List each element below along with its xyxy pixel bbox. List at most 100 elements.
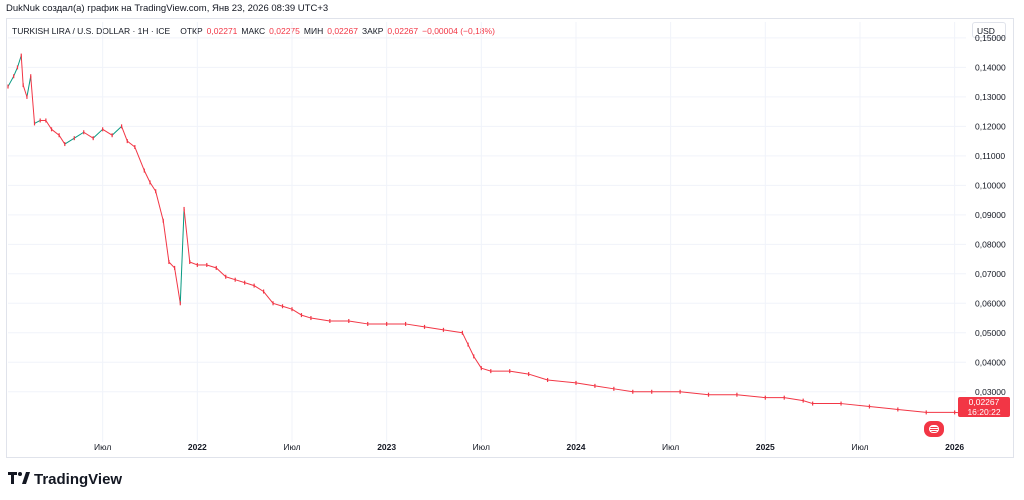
candle [215, 265, 217, 270]
candle [868, 404, 871, 409]
legend-change: −0,00004 (−0,18%) [422, 26, 495, 36]
y-tick-label: 0,05000 [975, 328, 1006, 338]
x-tick-label: 2025 [756, 442, 775, 452]
candle [509, 369, 511, 374]
candle [802, 398, 804, 403]
price-segment [803, 400, 813, 405]
price-segment [509, 370, 529, 375]
price-segment [594, 385, 614, 390]
price-segment [34, 120, 41, 124]
candle [707, 392, 710, 397]
price-segment [528, 373, 548, 381]
price-segment [20, 55, 24, 86]
price-segment [291, 308, 302, 316]
candle [281, 304, 284, 309]
x-tick-label: 2024 [567, 442, 586, 452]
candle [679, 389, 681, 394]
y-tick-label: 0,14000 [975, 62, 1006, 72]
price-segment [680, 391, 709, 396]
candle [840, 401, 842, 406]
price-segment [92, 128, 104, 139]
price-segment [348, 320, 368, 325]
currency-selector[interactable]: USD [972, 22, 1006, 38]
candle [954, 410, 956, 415]
price-segment [155, 191, 164, 221]
candle [651, 389, 653, 394]
chart-frame[interactable] [6, 18, 1014, 458]
y-tick-label: 0,06000 [975, 298, 1006, 308]
candle [461, 330, 463, 335]
candle [528, 372, 530, 377]
candle [206, 262, 208, 267]
price-segment [784, 397, 804, 402]
price-segment [443, 329, 463, 334]
price-segment [22, 84, 28, 98]
price-segment [424, 326, 444, 331]
legend-symbol: TURKISH LIRA / U.S. DOLLAR · 1H · ICE [12, 26, 171, 36]
candle [348, 318, 350, 323]
price-segment [547, 379, 577, 384]
candle [812, 401, 814, 406]
candle [546, 377, 549, 382]
candle [575, 380, 577, 385]
candle [897, 407, 899, 412]
price-segment [225, 276, 236, 281]
price-segment [13, 67, 18, 77]
candle [613, 386, 615, 391]
x-tick-label: Июл [283, 442, 300, 452]
y-tick-label: 0,03000 [975, 387, 1006, 397]
price-segment [263, 291, 274, 304]
candle [20, 53, 22, 58]
price-segment [840, 403, 870, 408]
price-segment [126, 140, 136, 148]
price-segment [736, 394, 766, 399]
price-segment [149, 182, 157, 192]
candle [16, 65, 19, 70]
tradingview-logo[interactable]: TradingView [8, 470, 122, 488]
price-segment [613, 388, 633, 393]
candle [111, 133, 113, 138]
price-segment [206, 264, 217, 269]
price-segment [58, 134, 66, 145]
price-segment [897, 408, 927, 413]
price-segment [473, 356, 482, 369]
price-segment [179, 208, 185, 304]
candle [300, 313, 303, 318]
candle [310, 316, 312, 321]
price-segment [215, 267, 227, 278]
candle [329, 318, 331, 323]
price-segment [282, 305, 293, 310]
us-flag-icon[interactable] [924, 421, 944, 437]
candle [467, 342, 469, 347]
candle [134, 145, 136, 150]
candle [102, 127, 104, 132]
y-tick-label: 0,12000 [975, 121, 1006, 131]
y-tick-label: 0,10000 [975, 180, 1006, 190]
candle [386, 321, 388, 326]
price-segment [83, 131, 94, 139]
price-segment [310, 317, 330, 322]
candle [179, 301, 181, 306]
candle [253, 283, 255, 288]
brand-name: TradingView [34, 470, 123, 488]
legend-close-value: 0,02267 [387, 26, 419, 36]
candle [594, 383, 596, 388]
candle [367, 321, 369, 326]
candle [7, 84, 9, 89]
x-tick-label: Июл [473, 442, 490, 452]
candle [149, 180, 151, 185]
candle [45, 118, 47, 123]
legend-low-label: МИН [303, 26, 324, 36]
price-segment [168, 261, 175, 269]
price-segment [64, 137, 75, 145]
x-tick-label: Июл [94, 442, 111, 452]
candle [480, 366, 482, 371]
x-tick-label: 2023 [377, 442, 396, 452]
candle [13, 74, 15, 79]
y-tick-label: 0,09000 [975, 210, 1006, 220]
price-segment [45, 120, 52, 130]
candle [423, 324, 426, 329]
candle [30, 74, 32, 79]
candle [473, 354, 475, 359]
